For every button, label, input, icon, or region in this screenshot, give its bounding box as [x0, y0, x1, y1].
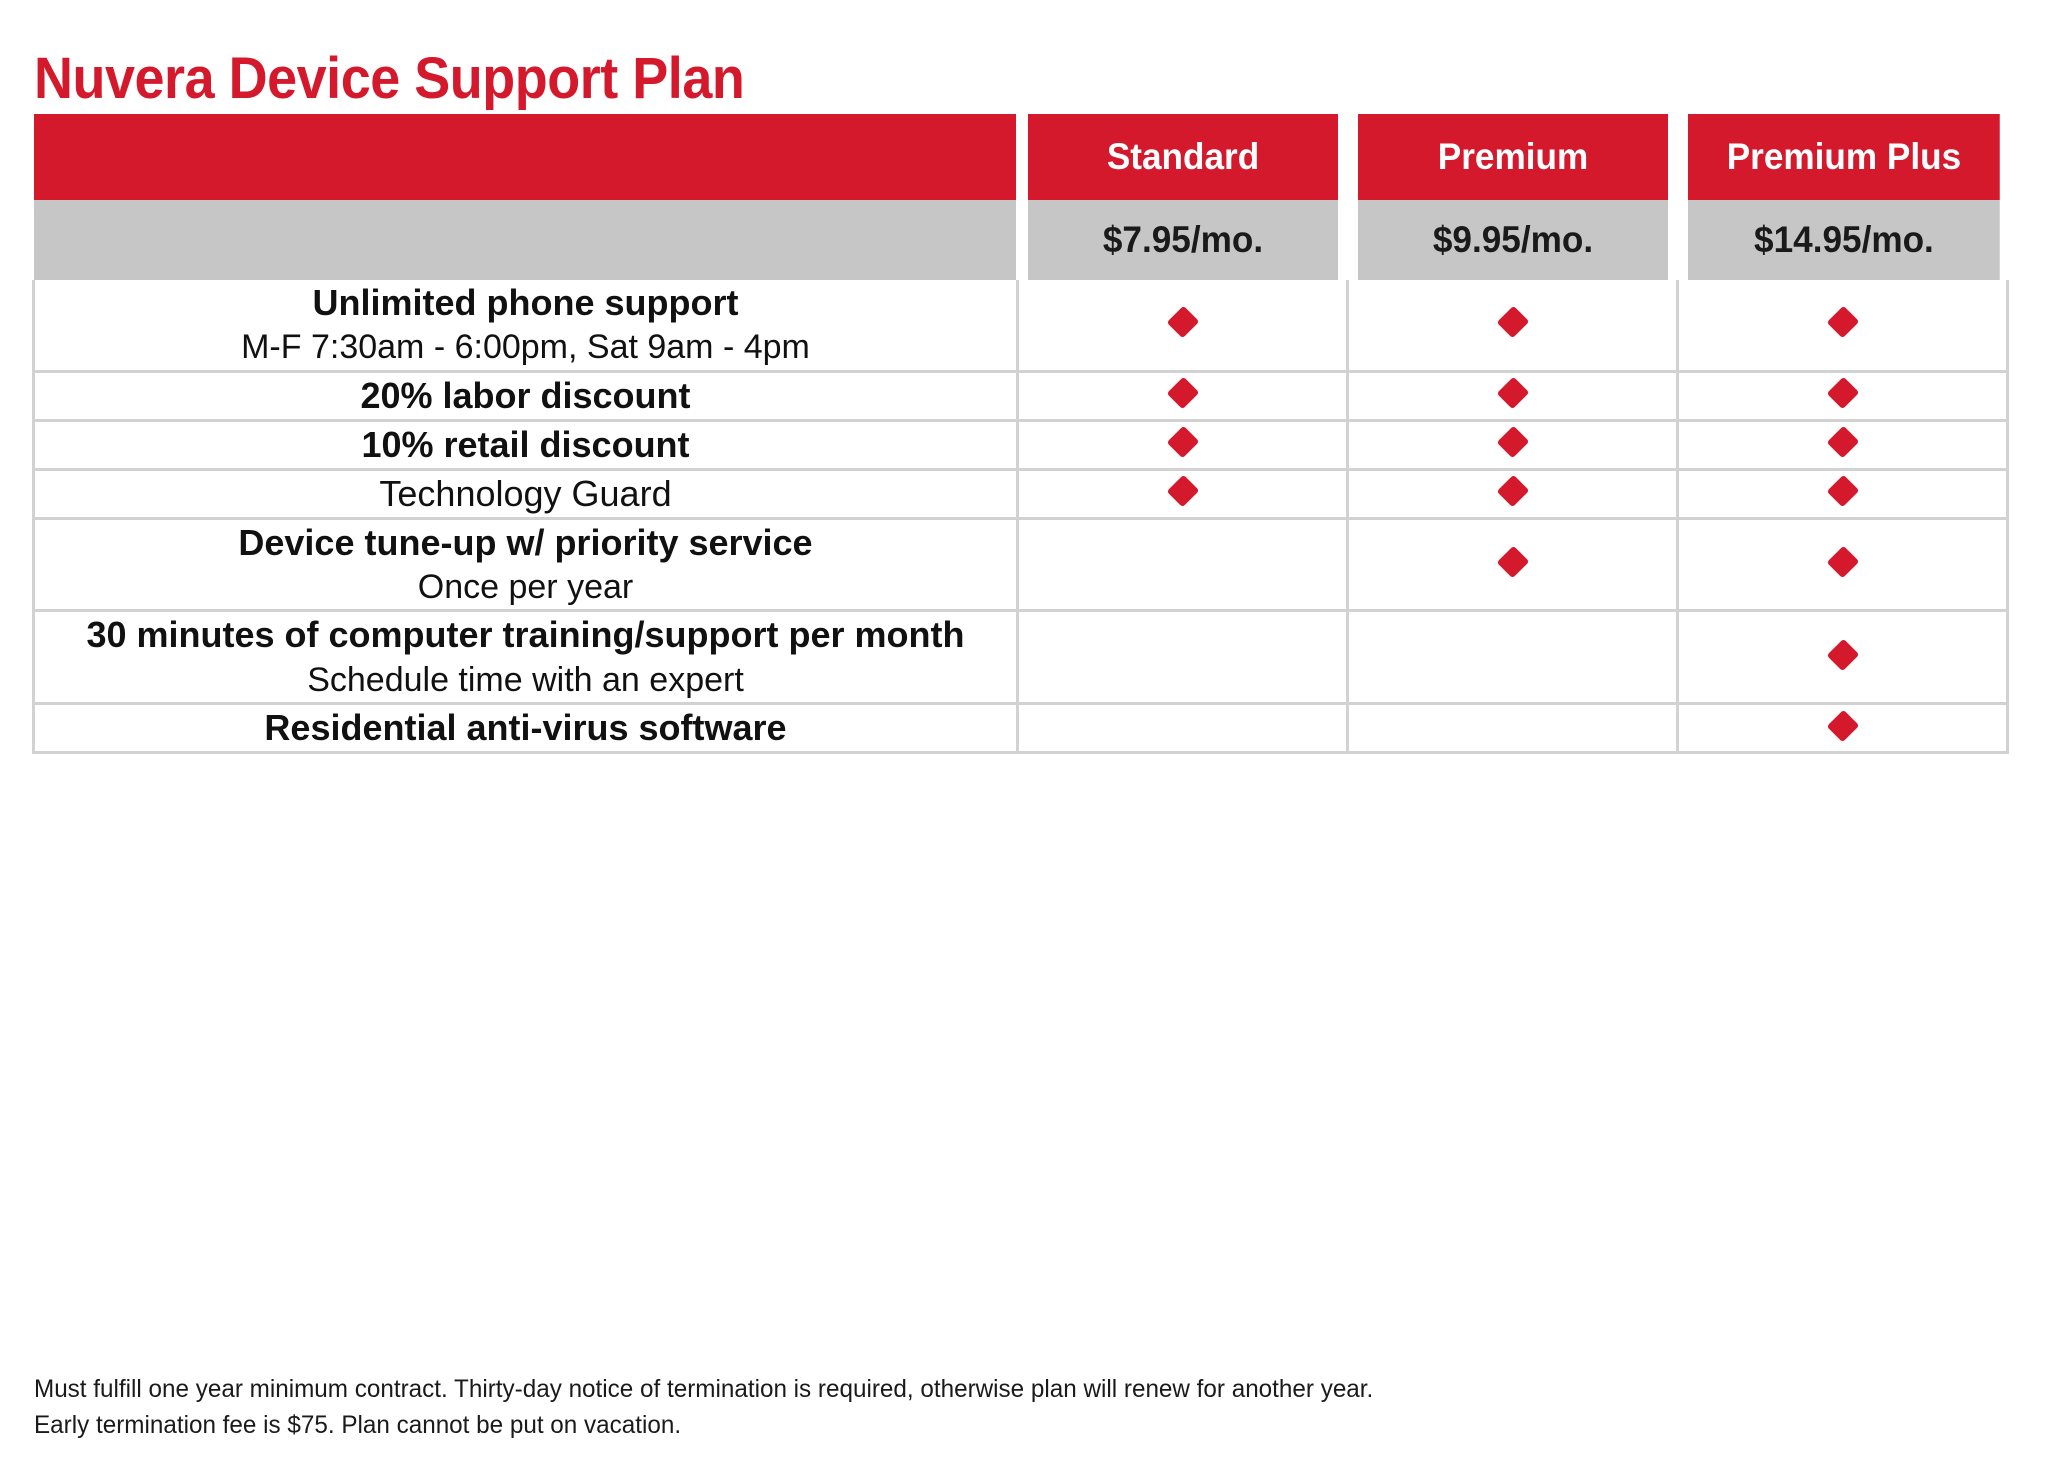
price-standard: $7.95/mo. [1025, 200, 1342, 280]
red-diamond-icon [1496, 545, 1529, 579]
inclusion-cell-standard [1017, 518, 1349, 613]
inclusion-cell-premium-plus [1677, 420, 2009, 471]
inclusion-cell-standard [1017, 469, 1349, 520]
feature-subtitle: M-F 7:30am - 6:00pm, Sat 9am - 4pm [241, 328, 810, 367]
red-diamond-icon [1166, 474, 1199, 508]
inclusion-cell-premium-plus [1677, 703, 2009, 755]
plan-header-standard: Standard [1025, 114, 1342, 200]
red-diamond-icon [1166, 425, 1199, 459]
plan-header-row: Standard Premium Premium Plus [33, 114, 2008, 200]
red-diamond-icon [1826, 305, 1859, 339]
footnote-line-2: Early termination fee is $75. Plan canno… [34, 1410, 682, 1439]
plan-header-premium: Premium [1355, 114, 1672, 200]
feature-label-cell: Unlimited phone support M-F 7:30am - 6:0… [32, 280, 1019, 373]
inclusion-cell-premium-plus [1677, 469, 2009, 520]
inclusion-cell-standard [1017, 703, 1349, 755]
feature-label-cell: 10% retail discount [32, 420, 1019, 471]
red-diamond-icon [1496, 474, 1529, 508]
inclusion-cell-premium [1347, 703, 1679, 755]
plan-price-row: $7.95/mo. $9.95/mo. $14.95/mo. [33, 200, 2008, 280]
inclusion-cell-premium [1347, 518, 1679, 613]
table-row: 10% retail discount [32, 420, 2009, 471]
table-body: Standard Premium Premium Plus $7.95/mo. … [32, 114, 2009, 755]
table-row: 20% labor discount [32, 371, 2009, 422]
feature-title: Residential anti-virus software [264, 707, 787, 749]
inclusion-cell-premium [1347, 610, 1679, 706]
inclusion-cell-premium-plus [1677, 610, 2009, 706]
inclusion-cell-premium-plus [1677, 280, 2009, 373]
red-diamond-icon [1826, 425, 1859, 459]
table-row: Device tune-up w/ priority service Once … [32, 518, 2009, 613]
red-diamond-icon [1826, 376, 1859, 410]
red-diamond-icon [1496, 425, 1529, 459]
table-row: Technology Guard [32, 469, 2009, 520]
feature-subtitle: Once per year [417, 567, 634, 606]
footnote-line-1: Must fulfill one year minimum contract. … [34, 1375, 1374, 1403]
feature-label-cell: 30 minutes of computer training/support … [32, 610, 1019, 706]
inclusion-cell-premium [1347, 371, 1679, 422]
inclusion-cell-standard [1017, 371, 1349, 422]
inclusion-cell-standard [1017, 280, 1349, 373]
plan-header-premium-plus: Premium Plus [1685, 114, 2000, 200]
red-diamond-icon [1826, 709, 1859, 742]
feature-label-cell: Device tune-up w/ priority service Once … [32, 518, 1019, 613]
price-premium: $9.95/mo. [1355, 200, 1672, 280]
footnote: Must fulfill one year minimum contract. … [34, 1372, 1373, 1443]
inclusion-cell-premium [1347, 420, 1679, 471]
inclusion-cell-premium [1347, 469, 1679, 520]
feature-label-cell: Residential anti-virus software [32, 703, 1019, 755]
inclusion-cell-premium-plus [1677, 371, 2009, 422]
feature-label-cell: Technology Guard [32, 469, 1019, 520]
table-row: Residential anti-virus software [32, 703, 2009, 755]
page-title: Nuvera Device Support Plan [34, 45, 745, 111]
red-diamond-icon [1826, 474, 1859, 508]
feature-title: Technology Guard [379, 472, 672, 514]
feature-title: 20% labor discount [360, 374, 691, 416]
red-diamond-icon [1826, 638, 1859, 672]
feature-label-cell: 20% labor discount [32, 371, 1019, 422]
red-diamond-icon [1496, 305, 1529, 339]
red-diamond-icon [1166, 376, 1199, 410]
table-row: Unlimited phone support M-F 7:30am - 6:0… [32, 280, 2009, 373]
table-row: 30 minutes of computer training/support … [32, 610, 2009, 706]
feature-title: 10% retail discount [361, 423, 690, 465]
red-diamond-icon [1496, 376, 1529, 410]
feature-title: 30 minutes of computer training/support … [86, 614, 965, 656]
inclusion-cell-premium-plus [1677, 518, 2009, 613]
inclusion-cell-premium [1347, 280, 1679, 373]
price-premium-plus: $14.95/mo. [1685, 200, 2000, 280]
feature-subtitle: Schedule time with an expert [307, 660, 744, 699]
header-corner-cell [33, 114, 1020, 200]
feature-title: Device tune-up w/ priority service [238, 521, 813, 563]
price-corner-cell [33, 200, 1020, 280]
feature-title: Unlimited phone support [312, 282, 739, 323]
red-diamond-icon [1826, 545, 1859, 579]
plan-comparison-table: Standard Premium Premium Plus $7.95/mo. … [32, 114, 2009, 755]
red-diamond-icon [1166, 305, 1199, 339]
inclusion-cell-standard [1017, 610, 1349, 706]
inclusion-cell-standard [1017, 420, 1349, 471]
